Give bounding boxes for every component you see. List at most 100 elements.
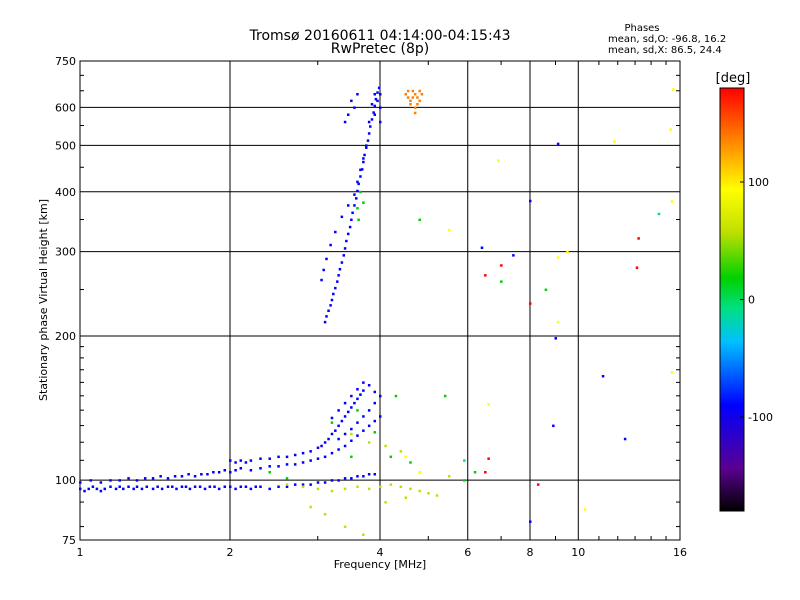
data-point: [323, 441, 327, 444]
data-point: [206, 473, 209, 476]
data-point: [135, 479, 139, 482]
data-point: [583, 508, 587, 511]
data-point: [356, 475, 359, 478]
data-point: [160, 487, 164, 491]
data-point: [127, 485, 130, 488]
y-tick-label: 100: [55, 474, 76, 487]
data-point: [409, 487, 412, 491]
data-point: [343, 401, 347, 405]
data-point: [156, 485, 159, 488]
data-point: [330, 489, 334, 493]
data-point: [301, 483, 305, 486]
data-point: [356, 387, 359, 391]
data-point: [409, 99, 412, 103]
data-point: [367, 473, 371, 476]
data-point: [229, 459, 232, 462]
data-point: [536, 483, 540, 486]
data-point: [285, 483, 289, 486]
x-tick-label: 8: [527, 546, 534, 559]
data-point: [379, 120, 382, 124]
data-point: [127, 477, 130, 480]
data-point: [529, 302, 532, 305]
data-point: [379, 415, 382, 418]
data-point: [463, 479, 466, 482]
data-point: [343, 432, 347, 436]
data-point: [346, 113, 350, 116]
data-point: [332, 292, 335, 296]
data-point: [413, 92, 417, 96]
data-point: [229, 470, 232, 474]
data-point: [384, 501, 387, 504]
data-point: [234, 469, 237, 472]
data-point: [356, 434, 359, 437]
data-point: [613, 140, 616, 143]
data-point: [350, 427, 353, 431]
data-point: [329, 304, 332, 307]
data-point: [369, 125, 372, 128]
data-point: [356, 189, 359, 193]
data-point: [327, 309, 330, 313]
data-point: [320, 444, 323, 448]
data-point: [330, 432, 334, 436]
data-point: [337, 409, 340, 412]
data-point: [373, 419, 377, 423]
data-point: [556, 320, 560, 324]
data-point: [159, 475, 162, 478]
data-point: [239, 459, 243, 462]
data-point: [343, 247, 347, 250]
data-point: [377, 86, 381, 90]
data-point: [351, 211, 354, 215]
data-point: [285, 485, 289, 488]
data-point: [496, 159, 500, 162]
data-point: [343, 525, 347, 529]
data-point: [357, 218, 360, 222]
data-point: [188, 487, 192, 491]
data-point: [362, 475, 365, 478]
data-point: [389, 455, 393, 459]
data-point: [413, 106, 417, 109]
data-point: [151, 477, 155, 480]
data-point: [672, 88, 675, 91]
data-point: [83, 489, 86, 493]
data-point: [135, 485, 139, 488]
data-point: [365, 146, 368, 149]
data-point: [343, 477, 347, 480]
data-point: [151, 487, 155, 491]
data-point: [374, 97, 378, 101]
data-point: [601, 374, 605, 378]
data-point: [356, 421, 359, 424]
data-point: [623, 437, 627, 441]
data-point: [316, 481, 320, 484]
data-point: [99, 481, 103, 484]
data-point: [316, 446, 320, 449]
data-point: [552, 424, 555, 428]
data-point: [411, 96, 415, 99]
data-point: [373, 92, 377, 96]
data-point: [91, 485, 95, 488]
data-point: [173, 475, 177, 478]
data-point: [372, 111, 375, 114]
data-point: [334, 230, 337, 234]
data-point: [418, 99, 421, 103]
data-point: [203, 487, 207, 491]
data-point: [418, 89, 421, 93]
data-point: [301, 451, 305, 455]
data-point: [259, 485, 262, 488]
axis-ticks: 1 2 4 6 8 10 16 75 100 200 300 400 500 600 750: [55, 55, 687, 559]
data-point: [670, 200, 674, 203]
data-point: [350, 99, 353, 103]
data-point: [249, 469, 253, 472]
data-point: [389, 483, 393, 486]
data-point: [143, 477, 147, 480]
data-point: [356, 206, 359, 210]
data-point: [480, 246, 484, 249]
data-points: [79, 86, 675, 537]
data-point: [323, 481, 327, 484]
data-point: [356, 180, 359, 184]
data-point: [379, 485, 382, 488]
data-point: [356, 92, 359, 96]
data-point: [350, 477, 353, 480]
data-point: [362, 429, 365, 432]
data-point: [180, 475, 184, 478]
